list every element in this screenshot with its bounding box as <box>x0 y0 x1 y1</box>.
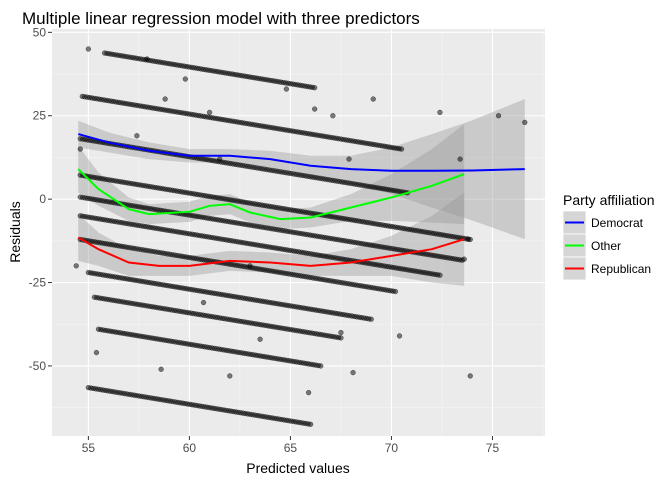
residual-point <box>307 421 314 427</box>
x-tick-label: 55 <box>82 441 96 455</box>
residual-point <box>217 156 223 162</box>
legend-title: Party affiliation <box>563 192 655 208</box>
residual-point <box>77 146 83 152</box>
residual-point <box>93 349 100 356</box>
residual-point <box>85 46 92 52</box>
legend-label-democrat: Democrat <box>591 216 644 230</box>
residual-point <box>182 76 189 82</box>
major-gridlines <box>52 29 545 436</box>
residual-point <box>144 56 150 62</box>
smooth-curves <box>77 133 525 267</box>
residual-point <box>206 109 213 116</box>
residual-point <box>398 146 405 152</box>
residual-point <box>465 236 471 242</box>
x-tick-label: 65 <box>284 441 298 455</box>
x-tick-label: 70 <box>385 441 399 455</box>
y-tick-label: 25 <box>33 109 47 123</box>
residual-point <box>312 106 318 112</box>
y-axis: -50 -25 0 25 50 <box>29 25 52 373</box>
residual-point <box>200 299 207 306</box>
x-axis: 55 60 65 70 75 <box>82 436 500 455</box>
legend-label-other: Other <box>591 239 621 253</box>
residual-point <box>396 333 403 339</box>
residual-point <box>227 373 233 379</box>
residual-point <box>457 156 463 162</box>
residual-point <box>461 256 467 262</box>
residual-point <box>73 263 79 269</box>
confidence-band <box>78 99 525 240</box>
y-tick-label: -25 <box>29 276 47 290</box>
residual-point <box>495 113 502 119</box>
residual-point <box>467 373 473 379</box>
residual-point <box>318 363 324 369</box>
smooth-line-other <box>77 168 465 221</box>
residual-point <box>350 369 356 376</box>
x-tick-label: 75 <box>486 441 500 455</box>
residual-point <box>437 109 443 116</box>
residual-point <box>522 119 528 126</box>
minor-gridlines <box>52 29 545 436</box>
residual-point <box>283 86 290 92</box>
residual-point <box>338 335 344 341</box>
x-axis-title: Predicted values <box>246 460 350 476</box>
residual-point <box>338 329 344 336</box>
legend: Party affiliation Democrat Other Republica… <box>562 192 655 281</box>
residual-point <box>312 85 318 91</box>
residual-point <box>346 156 352 162</box>
residual-points <box>73 46 528 427</box>
y-axis-title: Residuals <box>7 201 23 262</box>
residual-point <box>330 113 336 119</box>
x-tick-label: 60 <box>183 441 197 455</box>
smooth-line-republican <box>77 236 465 267</box>
residual-point <box>134 133 140 139</box>
residual-point <box>370 96 376 102</box>
y-tick-label: 50 <box>33 25 47 39</box>
residual-point <box>305 389 312 396</box>
residual-point <box>247 263 253 269</box>
residual-point <box>257 336 263 342</box>
y-tick-label: 0 <box>39 192 46 206</box>
smooth-line-democrat <box>78 133 525 172</box>
residual-point <box>368 316 374 322</box>
residual-point <box>392 288 399 295</box>
y-tick-label: -50 <box>29 359 47 373</box>
chart-title: Multiple linear regression model with th… <box>22 9 420 28</box>
residual-point <box>437 272 443 278</box>
legend-label-republican: Republican <box>591 262 651 276</box>
residual-point <box>158 366 164 372</box>
residual-point <box>162 96 168 102</box>
